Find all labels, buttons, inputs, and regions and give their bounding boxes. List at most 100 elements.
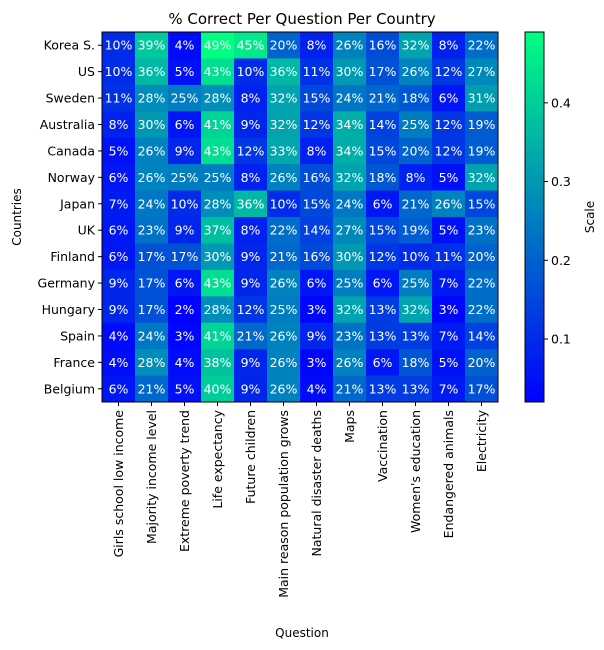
x-tick-label: Vaccination [375,410,390,482]
y-tick-label: Norway [48,170,96,185]
heatmap-cell [432,243,466,271]
heatmap-cell [366,190,400,218]
cell-value-label: 16% [303,170,331,185]
cell-value-label: 34% [336,117,364,132]
heatmap-cell [465,190,499,218]
cell-value-label: 38% [204,355,232,370]
heatmap-cell [432,58,466,86]
heatmap-cell [267,111,301,139]
cell-value-label: 5% [439,355,459,370]
cell-value-label: 6% [373,196,393,211]
y-tick-label: UK [78,223,96,238]
heatmap-cell [300,111,334,139]
cell-value-label: 26% [270,328,298,343]
colorbar [524,31,545,403]
heatmap-cell [267,349,301,376]
cell-value-label: 6% [373,355,393,370]
cell-value-label: 9% [241,117,261,132]
heatmap-cell [234,243,268,271]
cell-value-label: 7% [109,196,129,211]
heatmap-cell [300,243,334,271]
cell-value-label: 25% [270,302,298,317]
cell-value-label: 13% [369,381,397,396]
heatmap-cell [135,269,169,297]
cell-value-label: 18% [402,91,430,106]
x-tick-label: Maps [342,410,357,443]
heatmap-cell [234,269,268,297]
cell-value-label: 25% [171,170,199,185]
heatmap-cell [267,164,301,191]
cell-value-label: 36% [237,196,265,211]
cell-value-label: 3% [307,302,327,317]
cell-value-label: 6% [109,223,129,238]
cell-value-label: 6% [439,91,459,106]
cell-value-label: 12% [237,143,265,158]
cell-value-label: 24% [336,196,364,211]
heatmap-cell [432,84,466,112]
heatmap-cell [300,269,334,297]
cell-value-label: 21% [138,381,166,396]
x-axis-ticks: Girls school low income Majority income l… [111,402,489,598]
cell-value-label: 6% [175,117,195,132]
cell-value-label: 15% [369,223,397,238]
heatmap-cell [333,111,367,139]
cell-value-label: 21% [270,249,298,264]
y-tick-label: Germany [38,276,96,291]
heatmap-cell [234,58,268,86]
heatmap-cell [102,243,136,271]
cell-value-label: 9% [175,223,195,238]
cell-value-label: 15% [303,196,331,211]
x-tick-label: Electricity [474,409,489,472]
cell-value-label: 15% [303,91,331,106]
cell-value-label: 28% [138,355,166,370]
cell-value-label: 30% [138,117,166,132]
cell-value-label: 3% [439,302,459,317]
cell-value-label: 32% [336,302,364,317]
cell-value-label: 11% [435,249,463,264]
heatmap-cell [300,322,334,350]
y-tick-label: Sweden [46,91,95,106]
heatmap-cell [135,349,169,376]
cell-value-label: 9% [175,143,195,158]
cell-value-label: 17% [138,302,166,317]
y-tick-label: Canada [47,143,95,158]
heatmap-cell [399,243,433,271]
cell-value-label: 9% [241,276,261,291]
cell-value-label: 5% [439,170,459,185]
heatmap-cell [333,243,367,271]
heatmap-cell [465,164,499,191]
heatmap-cell [201,111,235,139]
cell-value-label: 13% [402,381,430,396]
plot-frame [101,31,499,403]
y-tick-label: Japan [59,196,95,211]
heatmap-cell [432,269,466,297]
heatmap-cell [399,296,433,324]
heatmap-cell [135,58,169,86]
x-axis-label: Question [275,626,329,640]
heatmap-cell [267,190,301,218]
cell-value-label: 8% [109,117,129,132]
cell-value-label: 19% [468,143,496,158]
heatmap-cell [168,349,202,376]
colorbar-tick-label: 0.1 [551,332,571,347]
heatmap-cell [168,217,202,244]
cell-value-label: 30% [336,249,364,264]
heatmap-cell [201,164,235,191]
cell-value-label: 2% [175,302,195,317]
cell-value-label: 8% [241,91,261,106]
cell-value-label: 19% [402,223,430,238]
heatmap-cell [465,322,499,350]
cell-value-label: 17% [138,249,166,264]
cell-value-label: 23% [468,223,496,238]
cell-value-label: 6% [109,249,129,264]
cell-value-label: 26% [270,170,298,185]
heatmap-cell [399,269,433,297]
y-tick-label: Finland [50,249,95,264]
heatmap-cell [135,243,169,271]
heatmap-cell [333,58,367,86]
cell-value-label: 21% [336,381,364,396]
heatmap-cell [102,322,136,350]
heatmap-cell [333,349,367,376]
heatmap-cell [465,137,499,165]
